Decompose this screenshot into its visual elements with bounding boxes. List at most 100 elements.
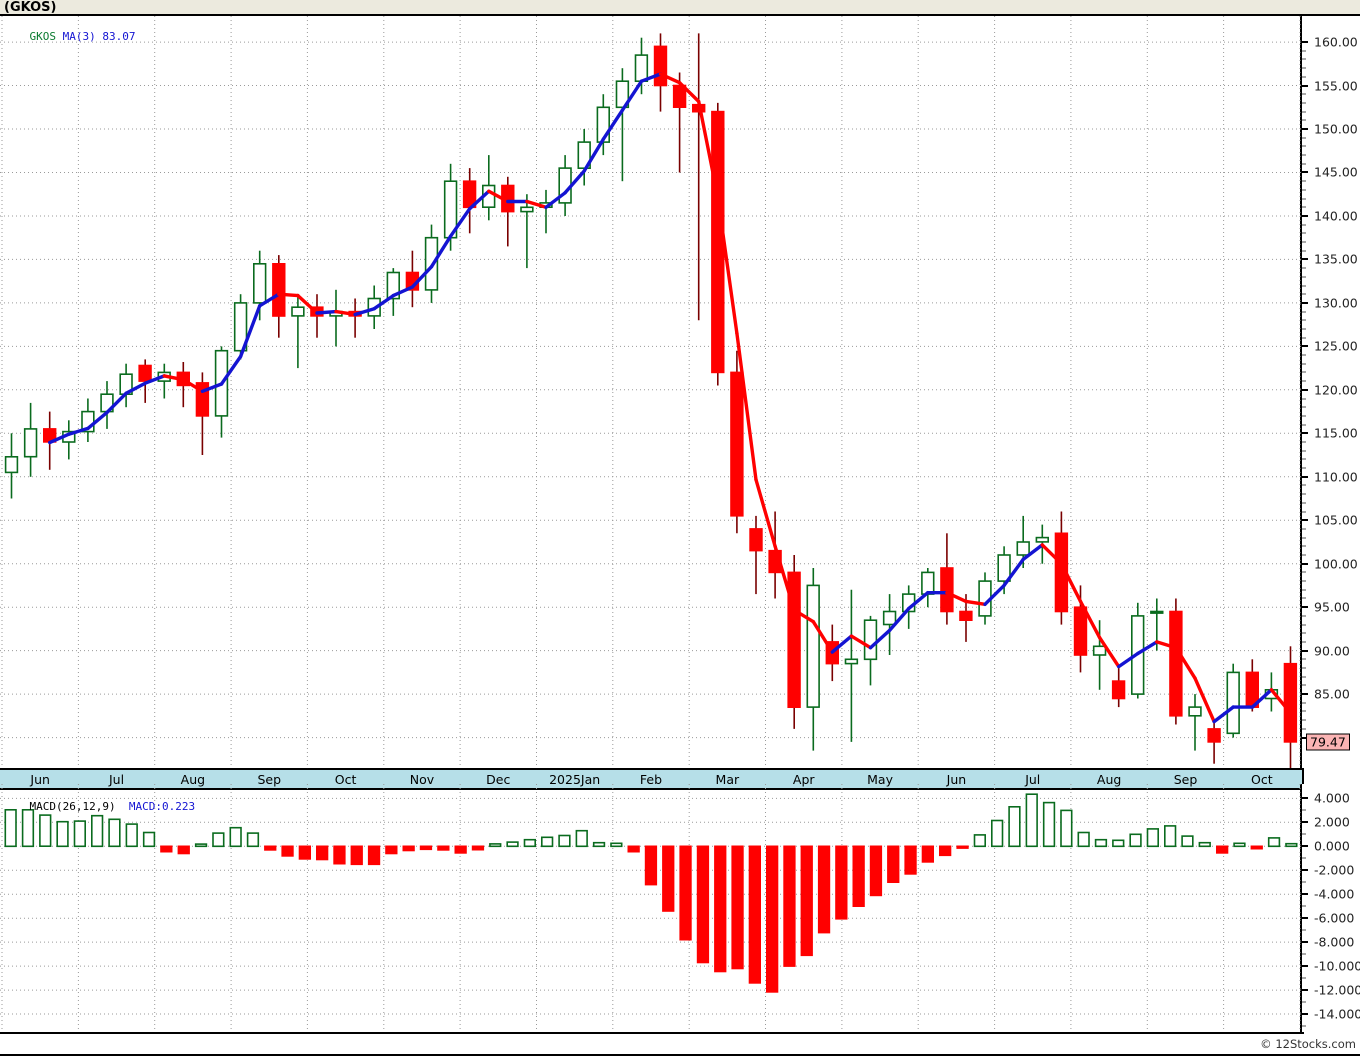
macd-chart-canvas[interactable] — [0, 784, 1302, 1032]
x-month-label-top: Aug — [180, 772, 206, 787]
x-month-label-top: Jul — [108, 772, 125, 787]
price-axis-minor-tick — [1302, 632, 1306, 634]
macd-axis-minor-tick — [1302, 953, 1306, 955]
price-axis-tick — [1302, 128, 1308, 131]
price-axis-label: 95.00 — [1314, 599, 1350, 615]
price-axis-minor-tick — [1302, 371, 1306, 373]
price-axis-minor-tick — [1302, 484, 1306, 486]
price-axis-minor-tick — [1302, 502, 1306, 504]
macd-axis-label: 2.000 — [1314, 814, 1350, 830]
price-axis-label: 125.00 — [1314, 338, 1358, 354]
price-axis-tick — [1302, 84, 1308, 87]
price-axis-minor-tick — [1302, 328, 1306, 330]
x-month-label-top: Jun — [30, 772, 50, 787]
price-axis-minor-tick — [1302, 119, 1306, 121]
price-axis-minor-tick — [1302, 441, 1306, 443]
macd-axis-label: 4.000 — [1314, 790, 1350, 806]
price-chart-canvas[interactable] — [0, 16, 1302, 768]
x-axis-months-top[interactable]: Jun Jul Aug Sep Oct Nov Dec 2025Jan Feb Mar Apr May… — [0, 768, 1302, 790]
price-axis-minor-tick — [1302, 267, 1306, 269]
macd-axis-minor-tick — [1302, 977, 1306, 979]
price-axis-minor-tick — [1302, 493, 1306, 495]
price-axis-tick — [1302, 214, 1308, 217]
macd-axis-minor-tick — [1302, 1025, 1306, 1027]
price-axis-minor-tick — [1302, 424, 1306, 426]
macd-axis-minor-tick — [1302, 1001, 1306, 1003]
macd-axis-tick — [1302, 965, 1308, 968]
price-axis-tick — [1302, 693, 1308, 696]
macd-axis-label: 0.000 — [1314, 838, 1350, 854]
macd-axis: 4.000 2.000 0.000 -2.000 -4.000 -6.000 -8.000 -… — [1302, 784, 1360, 1050]
price-axis-minor-tick — [1302, 311, 1306, 313]
price-axis-minor-tick — [1302, 319, 1306, 321]
x-month-label-top: Oct — [334, 772, 357, 787]
price-axis-minor-tick — [1302, 450, 1306, 452]
price-axis-minor-tick — [1302, 684, 1306, 686]
price-axis-minor-tick — [1302, 580, 1306, 582]
price-axis-label: 110.00 — [1314, 469, 1358, 485]
price-axis-minor-tick — [1302, 554, 1306, 556]
price-axis-label: 90.00 — [1314, 643, 1350, 659]
price-axis-minor-tick — [1302, 545, 1306, 547]
x-month-label-top: Dec — [486, 772, 511, 787]
price-axis-minor-tick — [1302, 615, 1306, 617]
macd-axis-minor-tick — [1302, 857, 1306, 859]
price-axis-tick — [1302, 475, 1308, 478]
price-axis-tick — [1302, 41, 1308, 44]
x-month-label-top: Sep — [257, 772, 282, 787]
macd-axis-tick — [1302, 845, 1308, 848]
price-axis-minor-tick — [1302, 111, 1306, 113]
price-axis-minor-tick — [1302, 511, 1306, 513]
price-axis-label: 145.00 — [1314, 164, 1358, 180]
price-axis-minor-tick — [1302, 224, 1306, 226]
x-month-label-top: 2025Jan — [549, 772, 601, 787]
price-axis-minor-tick — [1302, 528, 1306, 530]
legend-ma-value: 83.07 — [102, 30, 136, 43]
macd-axis-minor-tick — [1302, 905, 1306, 907]
price-axis-tick — [1302, 301, 1308, 304]
macd-axis-minor-tick — [1302, 881, 1306, 883]
x-month-label-top: Oct — [1251, 772, 1273, 787]
price-axis-label: 85.00 — [1314, 686, 1350, 702]
price-axis-label: 135.00 — [1314, 251, 1358, 267]
x-month-label-top: Apr — [792, 772, 815, 787]
price-axis-tick — [1302, 736, 1308, 739]
last-price-tag: 79.47 — [1306, 733, 1350, 751]
footer-divider — [0, 1054, 1360, 1056]
price-axis-minor-tick — [1302, 285, 1306, 286]
price-axis-minor-tick — [1302, 58, 1306, 60]
price-axis-minor-tick — [1302, 154, 1306, 156]
macd-axis-label: -8.000 — [1314, 934, 1355, 950]
price-axis-minor-tick — [1302, 398, 1306, 400]
macd-chart-panel[interactable] — [0, 784, 1302, 1032]
price-legend: GKOS MA(3) 83.07 — [3, 17, 136, 56]
price-axis-minor-tick — [1302, 380, 1306, 382]
price-chart-panel[interactable] — [0, 16, 1302, 768]
x-month-label-top: Jun — [946, 772, 967, 787]
price-axis-minor-tick — [1302, 293, 1306, 295]
price-axis-minor-tick — [1302, 93, 1306, 95]
price-axis-minor-tick — [1302, 180, 1306, 182]
footer: © 12Stocks.com — [0, 1034, 1360, 1056]
macd-axis-tick — [1302, 821, 1308, 824]
price-axis-minor-tick — [1302, 597, 1306, 599]
price-axis-tick — [1302, 345, 1308, 348]
price-axis-minor-tick — [1302, 198, 1306, 200]
price-axis-minor-tick — [1302, 76, 1306, 78]
price-axis-minor-tick — [1302, 641, 1306, 643]
price-axis-tick — [1302, 606, 1308, 609]
price-axis-minor-tick — [1302, 667, 1306, 669]
price-axis-minor-tick — [1302, 363, 1306, 365]
price-axis-label: 140.00 — [1314, 208, 1358, 224]
price-axis-tick — [1302, 519, 1308, 522]
price-axis-minor-tick — [1302, 467, 1306, 469]
macd-axis-label: -12.000 — [1314, 982, 1360, 998]
price-axis-tick — [1302, 388, 1308, 391]
price-axis-minor-tick — [1302, 728, 1306, 730]
price-axis-minor-tick — [1302, 658, 1306, 660]
macd-axis-label: -4.000 — [1314, 886, 1355, 902]
x-month-label-top: Sep — [1173, 772, 1198, 787]
price-axis-minor-tick — [1302, 571, 1306, 573]
macd-axis-label: -14.000 — [1314, 1006, 1360, 1022]
window-titlebar: (GKOS) — [0, 0, 1360, 16]
